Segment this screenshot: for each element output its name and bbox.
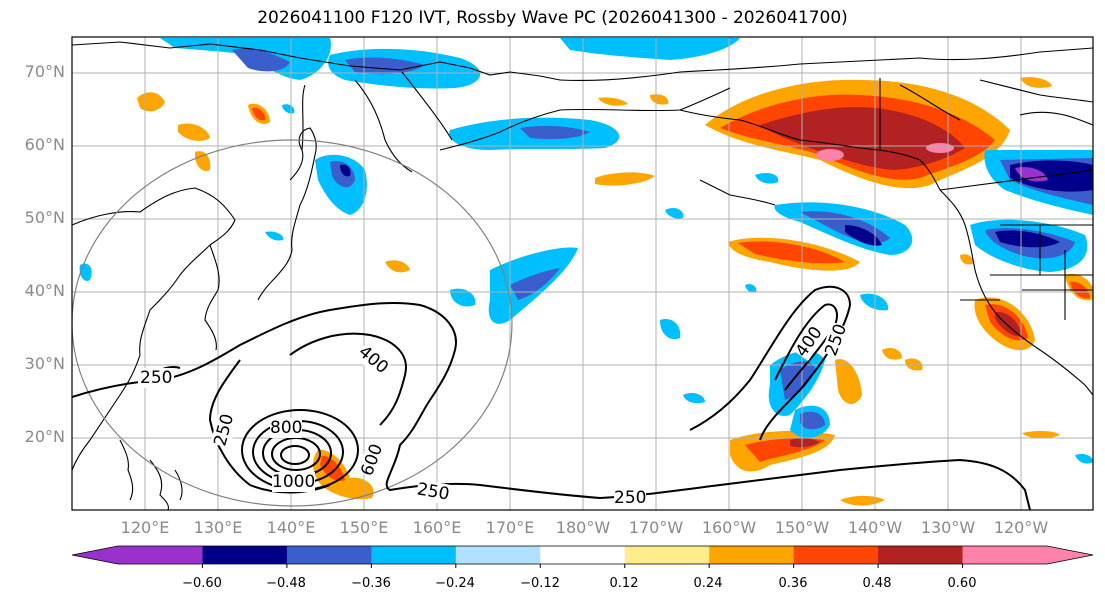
- colorbar-tick: −0.36: [351, 576, 391, 591]
- colorbar-tick: 0.36: [778, 576, 808, 591]
- map-title: 2026041100 F120 IVT, Rossby Wave PC (202…: [257, 8, 848, 28]
- colorbar-swatch: [202, 546, 288, 564]
- lat-label-60: 60°N: [24, 135, 65, 154]
- lat-label-50: 50°N: [24, 208, 65, 227]
- lon-label-120w: 120°W: [993, 518, 1049, 537]
- lat-label-30: 30°N: [24, 354, 65, 373]
- colorbar: [71, 545, 1094, 568]
- lon-label-160e: 160°E: [412, 518, 462, 537]
- colorbar-swatch: [286, 546, 372, 564]
- region-circle: [72, 139, 513, 507]
- lon-label-150w: 150°W: [774, 518, 830, 537]
- lat-label-40: 40°N: [24, 281, 65, 300]
- colorbar-tick: −0.12: [520, 576, 560, 591]
- contour-label-1000: 1000: [272, 472, 316, 492]
- colorbar-swatch: [540, 546, 626, 564]
- positive-anomaly-shading: [137, 77, 1093, 506]
- lon-label-130w: 130°W: [920, 518, 976, 537]
- lon-label-170w: 170°W: [628, 518, 684, 537]
- lon-label-140w: 140°W: [847, 518, 903, 537]
- lon-label-150e: 150°E: [339, 518, 389, 537]
- contour-label-250-west: 250: [138, 368, 175, 388]
- colorbar-tick: 0.24: [693, 576, 723, 591]
- lon-label-130e: 130°E: [193, 518, 243, 537]
- colorbar-swatch: [72, 546, 203, 564]
- colorbar-swatch: [878, 546, 964, 564]
- colorbar-swatch: [793, 546, 879, 564]
- colorbar-tick: 0.60: [947, 576, 977, 591]
- colorbar-swatch: [962, 546, 1093, 564]
- colorbar-outline: [71, 545, 1094, 565]
- colorbar-tick: −0.48: [266, 576, 306, 591]
- colorbar-swatch: [709, 546, 795, 564]
- colorbar-tick: 0.48: [862, 576, 892, 591]
- colorbar-swatch: [371, 546, 457, 564]
- lon-label-170e: 170°E: [485, 518, 535, 537]
- graticule: [72, 37, 1093, 510]
- lat-label-70: 70°N: [24, 62, 65, 81]
- coastlines: [72, 41, 1093, 510]
- lon-label-140e: 140°E: [266, 518, 316, 537]
- ivt-contours: [72, 285, 1031, 510]
- colorbar-tick: 0.12: [609, 576, 639, 591]
- colorbar-swatch: [624, 546, 710, 564]
- colorbar-tick: −0.24: [435, 576, 475, 591]
- lat-label-20: 20°N: [24, 427, 65, 446]
- lon-label-160w: 160°W: [701, 518, 757, 537]
- lon-label-120e: 120°E: [120, 518, 170, 537]
- colorbar-tick: −0.60: [182, 576, 222, 591]
- map-frame: [71, 36, 1094, 511]
- colorbar-swatch: [455, 546, 541, 564]
- contour-label-250-east: 250: [614, 488, 647, 508]
- lon-label-180w: 180°W: [555, 518, 611, 537]
- contour-label-800: 800: [270, 418, 303, 438]
